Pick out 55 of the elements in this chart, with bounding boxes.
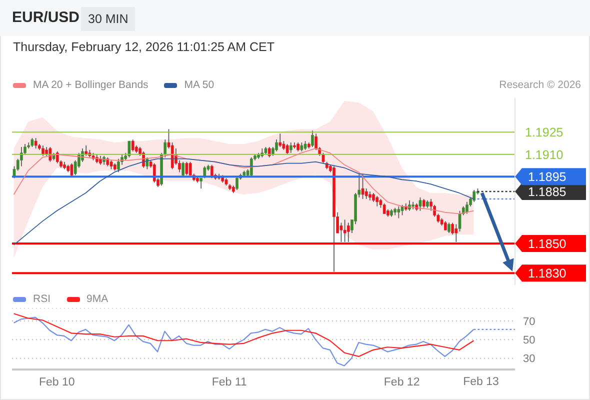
y-tick-label: 1.1895	[528, 170, 566, 184]
y-tick-label: 1.1830	[528, 266, 566, 281]
candlestick	[286, 144, 289, 155]
chart-title: EUR/USD	[12, 9, 80, 26]
candlestick	[182, 161, 185, 178]
candlestick	[311, 130, 314, 148]
legend-label: MA 20 + Bollinger Bands	[33, 79, 148, 91]
legend-label: 9MA	[86, 293, 108, 305]
text: Research © 2026	[499, 78, 581, 92]
candlestick	[361, 173, 364, 200]
candlestick	[382, 202, 386, 214]
candlestick	[376, 196, 379, 207]
x-tick-label: Feb 12	[384, 376, 420, 389]
candlestick	[185, 161, 188, 176]
candlestick	[20, 146, 23, 167]
candlestick	[236, 176, 238, 190]
candlestick	[346, 222, 350, 242]
candlestick	[117, 158, 120, 173]
candlestick	[131, 139, 134, 152]
candlestick	[364, 188, 368, 200]
candlestick	[448, 222, 450, 234]
candlestick	[210, 164, 214, 179]
candlestick	[152, 162, 156, 184]
y-tick-label: 30	[523, 353, 536, 366]
candlestick	[128, 140, 131, 158]
y-tick-label: 70	[523, 316, 536, 328]
candlestick	[84, 145, 88, 156]
candlestick	[397, 206, 400, 219]
y-tick-label: 1.1925	[525, 126, 564, 140]
candlestick	[203, 166, 206, 179]
candlestick	[70, 162, 74, 178]
y-tick-label: 50	[523, 334, 536, 347]
chart-subtitle: Thursday, February 12, 2026 11:01:25 AM CET	[13, 40, 274, 54]
line-series	[13, 313, 474, 358]
candlestick	[34, 138, 38, 149]
candlestick	[454, 224, 458, 242]
candlestick	[400, 204, 404, 216]
y-tick-label: 1.1850	[528, 236, 566, 251]
candlestick	[200, 178, 202, 189]
legend-label: RSI	[33, 293, 51, 305]
candlestick	[418, 196, 422, 212]
y-tick-label: 1.1885	[528, 185, 566, 199]
legend-label: MA 50	[184, 79, 214, 91]
candlestick	[343, 219, 346, 242]
candlestick	[146, 156, 149, 170]
candlestick	[472, 190, 476, 202]
text: 30 MIN	[81, 7, 136, 31]
y-tick-label: 1.1910	[525, 148, 564, 162]
candlestick	[466, 201, 468, 214]
candlestick	[290, 142, 292, 154]
text: Feb 13	[463, 375, 499, 389]
x-tick-label: Feb 11	[212, 376, 247, 389]
candlestick	[42, 145, 44, 156]
candlestick	[278, 133, 282, 148]
x-tick-label: Feb 10	[39, 376, 75, 389]
